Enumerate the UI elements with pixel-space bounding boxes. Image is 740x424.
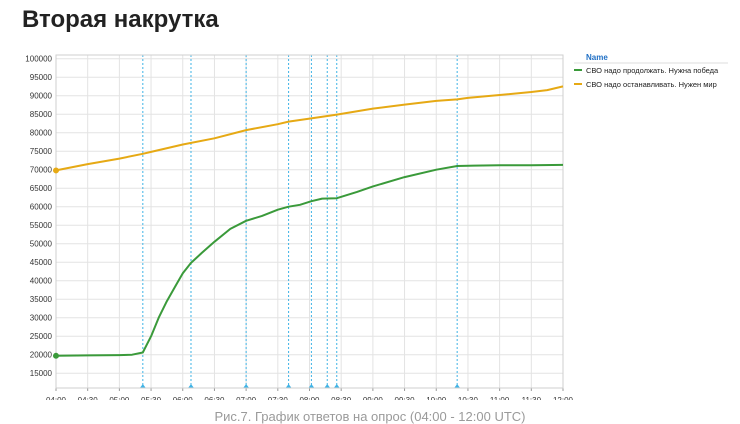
x-tick-label: 06:30 xyxy=(204,396,225,400)
x-tick-label: 10:30 xyxy=(458,396,479,400)
y-tick-label: 45000 xyxy=(30,258,53,267)
y-tick-label: 70000 xyxy=(30,166,53,175)
y-tick-label: 50000 xyxy=(30,240,53,249)
series-line-1[interactable] xyxy=(55,163,564,357)
x-tick-label: 12:00 xyxy=(553,396,574,400)
x-tick-label: 09:30 xyxy=(395,396,416,400)
y-tick-label: 85000 xyxy=(30,110,53,119)
x-tick-label: 05:00 xyxy=(109,396,130,400)
y-tick-label: 35000 xyxy=(30,295,53,304)
legend-item-label[interactable]: СВО надо продолжать. Нужна победа xyxy=(586,66,719,75)
y-tick-label: 65000 xyxy=(30,184,53,193)
event-marker-arrow[interactable] xyxy=(187,384,194,388)
y-tick-label: 30000 xyxy=(30,314,53,323)
event-marker-arrow[interactable] xyxy=(324,384,331,388)
line-chart: 15000 20000 25000 30000 35000 40000 45000 50000… xyxy=(25,53,728,400)
legend-title: Name xyxy=(586,53,608,62)
x-tick-label: 10:00 xyxy=(426,396,447,400)
y-tick-label: 40000 xyxy=(30,277,53,286)
x-tick-label: 07:30 xyxy=(268,396,289,400)
x-tick-label: 11:30 xyxy=(522,396,542,400)
y-tick-label: 90000 xyxy=(30,92,53,101)
y-tick-label: 20000 xyxy=(30,351,53,360)
plot-frame xyxy=(55,54,564,389)
y-tick-label: 15000 xyxy=(30,369,53,378)
y-tick-label: 75000 xyxy=(30,147,53,156)
event-marker-arrow[interactable] xyxy=(285,384,292,388)
x-tick-label: 08:30 xyxy=(331,396,352,400)
event-marker-arrow[interactable] xyxy=(454,384,461,388)
x-tick-label: 09:00 xyxy=(363,396,384,400)
x-tick-label: 04:00 xyxy=(46,396,67,400)
event-markers xyxy=(139,55,461,388)
x-tick-label: 06:00 xyxy=(173,396,194,400)
y-tick-label: 55000 xyxy=(30,221,53,230)
event-marker-arrow[interactable] xyxy=(308,384,315,388)
series-lines xyxy=(53,85,564,359)
axes: 15000 20000 25000 30000 35000 40000 45000 50000… xyxy=(25,54,574,400)
legend-item-label[interactable]: СВО надо останавливать. Нужен мир xyxy=(586,80,717,89)
series-start-point-1[interactable] xyxy=(53,352,59,359)
x-tick-label: 11:00 xyxy=(490,396,510,400)
y-tick-label: 95000 xyxy=(30,73,53,82)
y-tick-label: 100000 xyxy=(25,55,52,64)
y-tick-label: 25000 xyxy=(30,332,53,341)
figure-caption: Рис.7. График ответов на опрос (04:00 - … xyxy=(214,409,526,424)
y-tick-label: 60000 xyxy=(30,203,53,212)
x-tick-label: 08:00 xyxy=(299,396,320,400)
legend[interactable]: Name СВО надо продолжать. Нужна победа СВ… xyxy=(574,53,728,89)
event-marker-arrow[interactable] xyxy=(243,384,250,388)
series-start-point-2[interactable] xyxy=(53,167,59,174)
x-tick-label: 07:00 xyxy=(236,396,257,400)
grid xyxy=(55,55,564,388)
x-tick-label: 05:30 xyxy=(141,396,162,400)
y-tick-label: 80000 xyxy=(30,129,53,138)
x-tick-label: 04:30 xyxy=(78,396,99,400)
series-line-2[interactable] xyxy=(55,85,564,172)
event-marker-arrow[interactable] xyxy=(139,384,146,388)
page-title: Вторая накрутка xyxy=(22,6,219,33)
event-marker-arrow[interactable] xyxy=(333,384,340,388)
